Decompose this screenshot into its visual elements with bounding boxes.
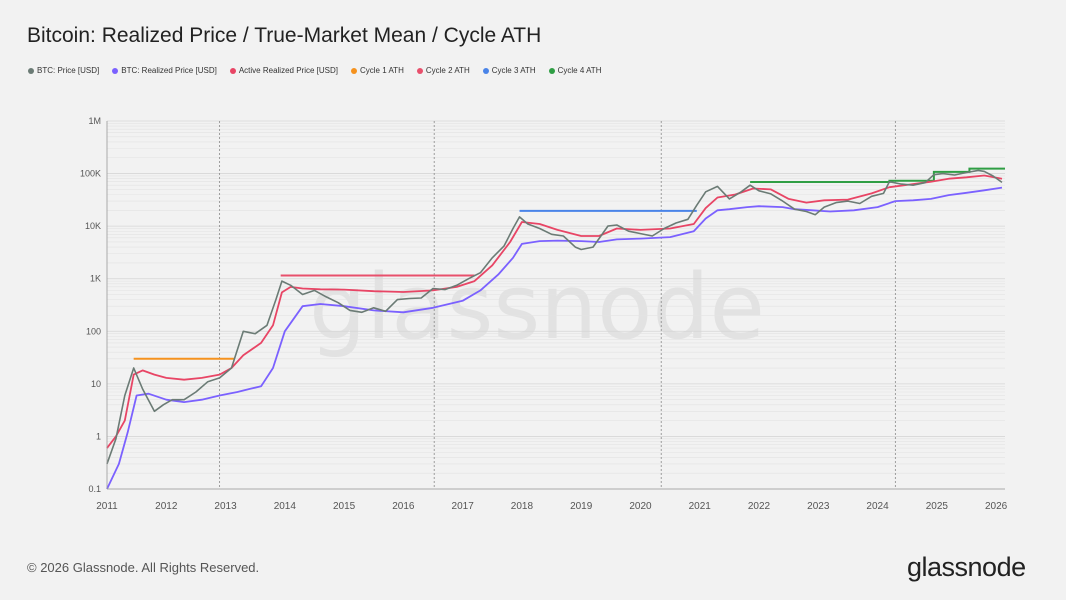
chart-title: Bitcoin: Realized Price / True-Market Me… <box>27 24 542 47</box>
x-tick-label: 2016 <box>392 501 415 512</box>
x-tick-label: 2014 <box>274 501 297 512</box>
x-tick-label: 2025 <box>926 501 949 512</box>
legend-dot-icon <box>416 67 423 74</box>
brand-logo: glassnode <box>907 552 1026 582</box>
y-tick-label: 1 <box>96 431 101 441</box>
legend-label: Active Realized Price [USD] <box>238 66 338 75</box>
cycle4-ath-line <box>750 167 1005 184</box>
legend-item[interactable]: BTC: Price [USD] <box>28 66 99 75</box>
legend-label: Cycle 4 ATH <box>557 66 602 75</box>
legend-item[interactable]: Active Realized Price [USD] <box>229 66 338 75</box>
copyright: © 2026 Glassnode. All Rights Reserved. <box>27 560 260 575</box>
legend-label: Cycle 2 ATH <box>425 66 470 75</box>
x-tick-label: 2019 <box>570 501 593 512</box>
y-tick-label: 100 <box>86 326 101 336</box>
price-series-line <box>106 169 1003 465</box>
x-tick-label: 2022 <box>748 501 771 512</box>
series-lines <box>106 169 1003 490</box>
legend-dot-icon <box>28 67 34 74</box>
x-tick-label: 2011 <box>96 501 118 512</box>
x-tick-label: 2017 <box>452 501 475 512</box>
active-realized-series-line <box>106 174 1003 449</box>
legend-dot-icon <box>548 67 555 74</box>
legend-dot-icon <box>112 67 119 74</box>
legend-item[interactable]: Cycle 1 ATH <box>350 66 404 75</box>
legend-label: Cycle 1 ATH <box>359 66 404 75</box>
legend-label: Cycle 3 ATH <box>491 66 536 75</box>
x-tick-label: 2026 <box>985 501 1008 512</box>
legend-dot-icon <box>482 67 489 74</box>
x-tick-label: 2012 <box>155 501 178 512</box>
y-tick-label: 100K <box>80 169 101 179</box>
watermark: glassnode <box>309 255 765 360</box>
legend-label: BTC: Realized Price [USD] <box>121 66 217 75</box>
x-tick-label: 2018 <box>511 501 534 512</box>
legend-item[interactable]: Cycle 2 ATH <box>416 66 470 75</box>
legend-label: BTC: Price [USD] <box>37 66 100 75</box>
y-tick-label: 0.1 <box>88 484 101 494</box>
legend-item[interactable]: Cycle 4 ATH <box>548 66 602 75</box>
x-tick-label: 2024 <box>866 501 889 512</box>
legend-item[interactable]: Cycle 3 ATH <box>482 66 536 75</box>
x-tick-label: 2021 <box>689 501 712 512</box>
y-tick-label: 1K <box>90 274 101 284</box>
x-tick-label: 2013 <box>214 501 237 512</box>
legend-item[interactable]: BTC: Realized Price [USD] <box>112 66 217 75</box>
x-tick-label: 2015 <box>333 501 356 512</box>
x-tick-label: 2020 <box>629 501 652 512</box>
axes: 0.1 1 10 100 1K 10K 100K 1M 2011 2012 2013 2014 2015… <box>80 116 1008 512</box>
x-tick-label: 2023 <box>807 501 830 512</box>
y-tick-label: 10 <box>91 379 101 389</box>
realized-series-line <box>106 186 1003 490</box>
legend-dot-icon <box>229 67 236 74</box>
legend: BTC: Price [USD] BTC: Realized Price [USD… <box>28 66 601 75</box>
y-tick-label: 1M <box>88 116 101 126</box>
legend-dot-icon <box>350 67 357 74</box>
y-tick-label: 10K <box>85 221 101 231</box>
